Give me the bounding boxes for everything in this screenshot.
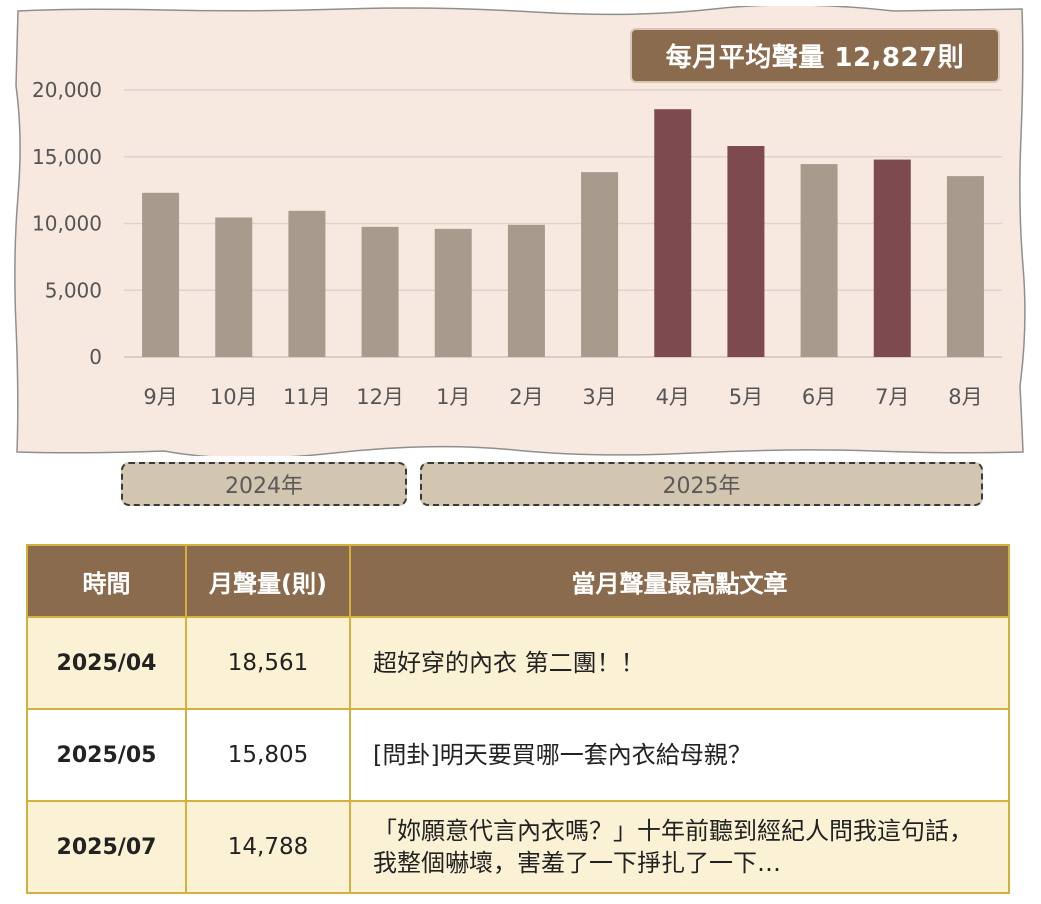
x-tick-label: 11月 — [283, 385, 331, 409]
header-volume: 月聲量(則) — [185, 544, 351, 618]
bar-12 — [946, 176, 984, 357]
bar-8 — [654, 109, 692, 357]
y-tick-label: 20,000 — [32, 78, 102, 102]
x-tick-label: 5月 — [729, 385, 763, 409]
x-tick-label: 2月 — [509, 385, 543, 409]
table-header-row: 時間 月聲量(則) 當月聲量最高點文章 — [26, 544, 1010, 618]
x-tick-label: 10月 — [210, 385, 258, 409]
bar-11 — [873, 159, 911, 357]
x-tick-label: 12月 — [356, 385, 404, 409]
bar-3 — [288, 210, 326, 357]
row-volume: 15,805 — [185, 708, 351, 802]
x-tick-label: 4月 — [656, 385, 690, 409]
row-article[interactable]: 超好穿的內衣 第二團！！ — [349, 616, 1010, 710]
y-tick-label: 0 — [89, 345, 102, 369]
row-volume: 14,788 — [185, 800, 351, 894]
header-time: 時間 — [26, 544, 187, 618]
x-tick-label: 8月 — [948, 385, 982, 409]
bar-10 — [800, 164, 838, 357]
x-tick-label: 6月 — [802, 385, 836, 409]
y-tick-label: 10,000 — [32, 212, 102, 236]
year-label-2024: 2024年 — [121, 462, 407, 506]
x-tick-label: 7月 — [875, 385, 909, 409]
table-row: 2025/07 14,788 「妳願意代言內衣嗎？」十年前聽到經紀人問我這句話，… — [26, 800, 1010, 894]
bar-6 — [507, 224, 545, 357]
y-tick-label: 15,000 — [32, 145, 102, 169]
row-article[interactable]: [問卦]明天要買哪一套內衣給母親？ — [349, 708, 1010, 802]
bar-5 — [434, 228, 472, 357]
chart-panel: 0 5,000 10,000 15,000 20,000 9月 10月 11月 12月 1月 2月 3… — [14, 6, 1026, 456]
y-tick-label: 5,000 — [45, 278, 102, 302]
x-tick-label: 9月 — [143, 385, 177, 409]
x-tick-label: 1月 — [436, 385, 470, 409]
x-tick-label: 3月 — [582, 385, 616, 409]
row-article[interactable]: 「妳願意代言內衣嗎？」十年前聽到經紀人問我這句話，我整個嚇壞，害羞了一下掙扎了一… — [349, 800, 1010, 894]
bar-1 — [142, 192, 180, 357]
year-label-2025: 2025年 — [420, 462, 983, 506]
table-row: 2025/05 15,805 [問卦]明天要買哪一套內衣給母親？ — [26, 708, 1010, 802]
row-date: 2025/05 — [26, 708, 187, 802]
average-volume-badge: 每月平均聲量 12,827則 — [630, 28, 1000, 83]
header-article: 當月聲量最高點文章 — [349, 544, 1010, 618]
row-date: 2025/07 — [26, 800, 187, 894]
bar-7 — [581, 172, 619, 357]
bar-2 — [215, 217, 253, 357]
bar-chart: 0 5,000 10,000 15,000 20,000 9月 10月 11月 12月 1月 2月 3… — [14, 6, 1026, 456]
peak-articles-table: 時間 月聲量(則) 當月聲量最高點文章 2025/04 18,561 超好穿的內… — [26, 544, 1010, 894]
bar-9 — [727, 146, 765, 357]
table-row: 2025/04 18,561 超好穿的內衣 第二團！！ — [26, 616, 1010, 710]
row-volume: 18,561 — [185, 616, 351, 710]
row-date: 2025/04 — [26, 616, 187, 710]
bar-4 — [361, 226, 399, 357]
